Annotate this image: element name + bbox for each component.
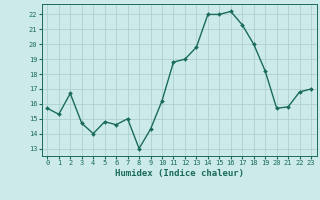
X-axis label: Humidex (Indice chaleur): Humidex (Indice chaleur) xyxy=(115,169,244,178)
